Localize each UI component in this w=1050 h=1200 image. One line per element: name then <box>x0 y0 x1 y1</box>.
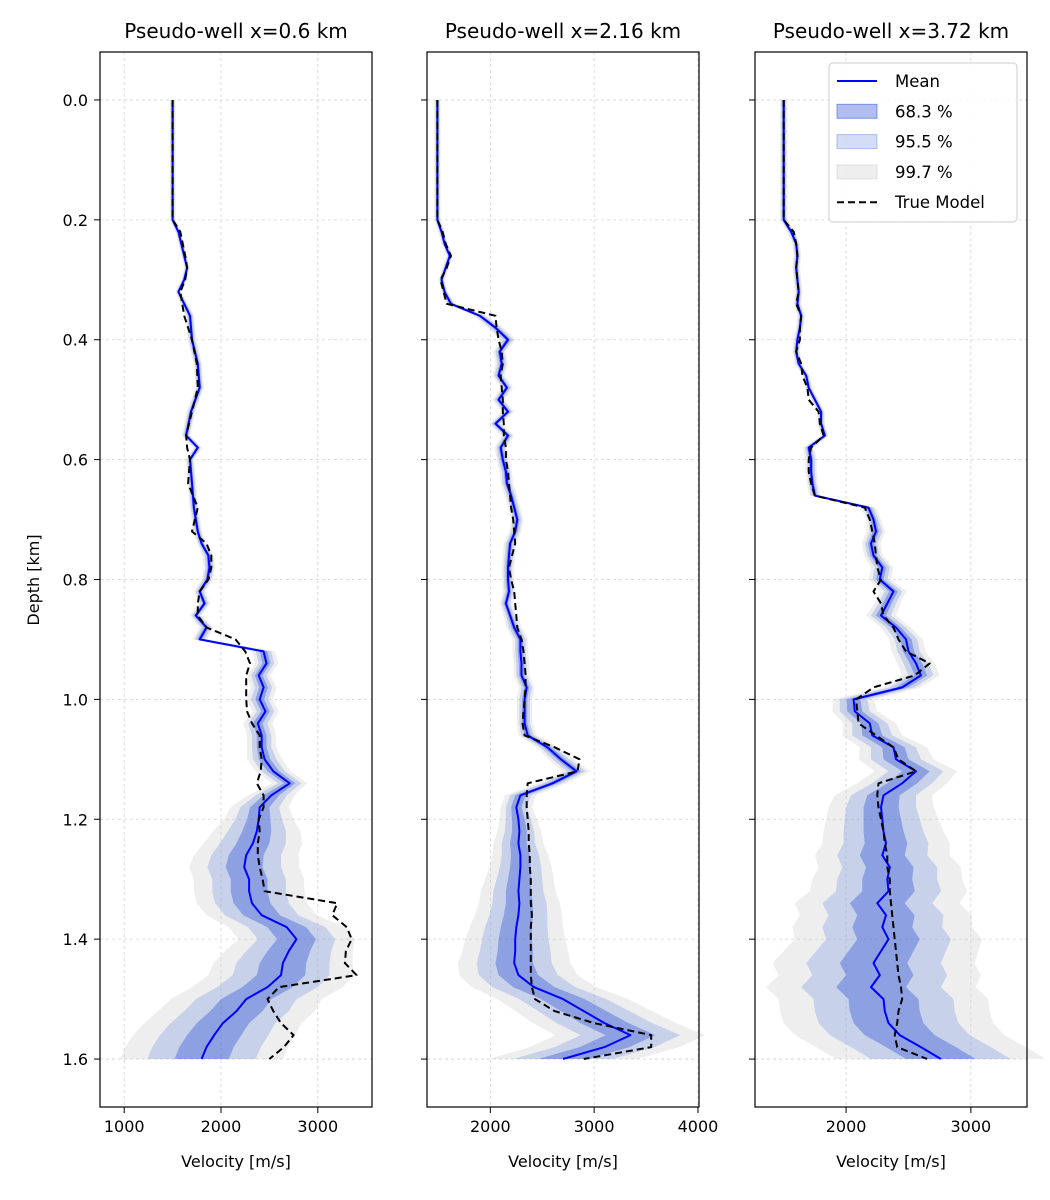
legend-swatch-band-3 <box>836 164 878 180</box>
legend-label-4: True Model <box>894 193 985 212</box>
legend-box <box>828 62 1018 223</box>
band-95-5-panel-3 <box>781 100 1011 1059</box>
panel-title-2: Pseudo-well x=2.16 km <box>445 19 681 43</box>
x-axis-label-panel-2: Velocity [m/s] <box>508 1152 618 1171</box>
x-axis-label-panel-3: Velocity [m/s] <box>836 1152 946 1171</box>
y-tick-label-8: 1.6 <box>63 1050 88 1069</box>
true-model-line-panel-3 <box>782 100 931 1060</box>
mean-line-panel-1 <box>171 100 298 1060</box>
x-tick-label-3-1: 3000 <box>950 1117 991 1136</box>
y-tick-label-3: 0.6 <box>63 451 88 470</box>
panel-title-3: Pseudo-well x=3.72 km <box>773 19 1009 43</box>
x-tick-label-2-1: 3000 <box>574 1117 615 1136</box>
panel-pseudo-well-1: Pseudo-well x=0.6 km 1000 2000 3000 0.0 0.2 0… <box>63 19 373 1171</box>
y-tick-label-4: 0.8 <box>63 571 88 590</box>
legend-swatch-band-1 <box>836 103 878 119</box>
panel-title-1: Pseudo-well x=0.6 km <box>124 19 348 43</box>
legend: Mean 68.3 % 95.5 % 99.7 % True Model <box>828 62 1018 223</box>
x-tick-label-3-0: 2000 <box>826 1117 867 1136</box>
band-99-7-panel-3 <box>766 100 1046 1059</box>
band-99-7-panel-1 <box>120 100 355 1059</box>
legend-label-1: 68.3 % <box>895 102 953 121</box>
y-tick-label-0: 0.0 <box>63 91 88 110</box>
y-axis-label: Depth [km] <box>24 534 43 625</box>
band-99-7-panel-2 <box>434 100 706 1059</box>
y-tick-label-1: 0.2 <box>63 211 88 230</box>
true-model-line-panel-2 <box>436 100 653 1060</box>
y-tick-label-7: 1.4 <box>63 930 88 949</box>
y-tick-label-5: 1.0 <box>63 690 88 709</box>
y-tick-label-6: 1.2 <box>63 810 88 829</box>
legend-label-3: 99.7 % <box>895 163 953 182</box>
x-tick-label-1-1: 2000 <box>201 1117 242 1136</box>
x-axis-label-panel-1: Velocity [m/s] <box>181 1152 291 1171</box>
mean-line-panel-2 <box>436 100 632 1060</box>
panel-pseudo-well-2: Pseudo-well x=2.16 km 2000 3000 4000 Veloci… <box>421 19 718 1171</box>
legend-label-0: Mean <box>895 72 940 91</box>
x-tick-label-1-0: 1000 <box>104 1117 145 1136</box>
y-tick-label-2: 0.4 <box>63 331 88 350</box>
legend-label-2: 95.5 % <box>895 133 953 152</box>
x-tick-label-1-2: 3000 <box>297 1117 338 1136</box>
band-95-5-panel-1 <box>147 100 336 1059</box>
legend-swatch-band-2 <box>836 134 878 150</box>
true-model-line-panel-1 <box>171 100 358 1060</box>
x-tick-label-2-0: 2000 <box>470 1117 511 1136</box>
x-tick-label-2-2: 4000 <box>678 1117 719 1136</box>
